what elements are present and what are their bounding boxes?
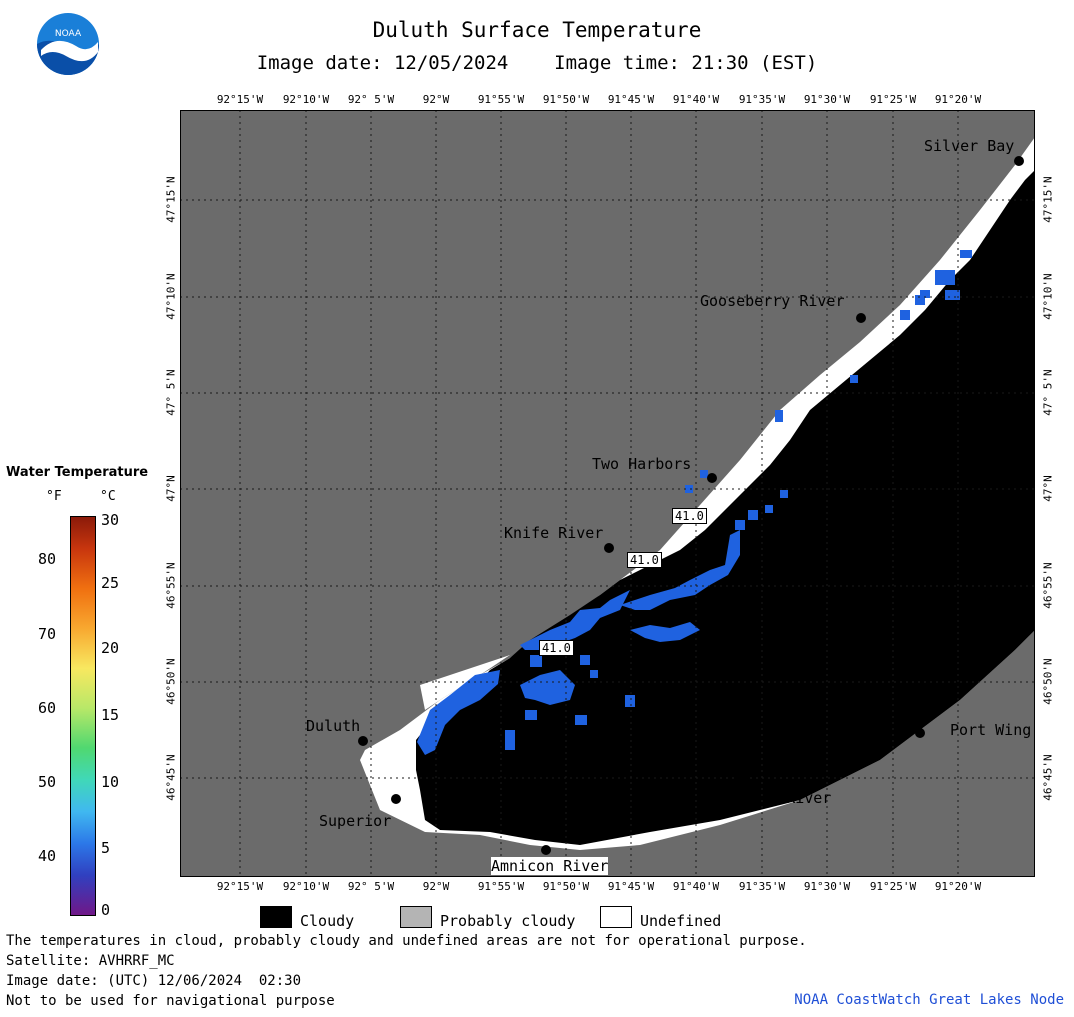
image-time: Image time: 21:30 (EST) [554,52,818,74]
legend-unit-celsius: °C [100,489,116,504]
legend-title: Water Temperature [6,465,149,480]
logo-text: NOAA [55,29,82,39]
image-date: Image date: 12/05/2024 [256,52,509,74]
key-undefined-swatch [600,906,632,928]
longitude-label: 92°10'W [282,880,330,893]
temperature-label: 41.0 [627,552,662,568]
map-border [180,110,1035,877]
page-title: Duluth Surface Temperature [372,18,702,42]
longitude-label: 91°55'W [477,93,525,106]
longitude-label: 91°55'W [477,880,525,893]
key-probably-cloudy-swatch [400,906,432,928]
place-two-harbors: Two Harbors [592,455,692,473]
water-41f-pixels [417,250,972,755]
place-superior: Superior [319,812,392,830]
footer-navigation: Not to be used for navigational purpose [6,993,335,1009]
key-undefined-label: Undefined [640,912,722,930]
longitude-label: 92°W [422,880,450,893]
latitude-label: 47° 5'N [164,369,178,416]
longitude-label: 91°35'W [738,93,786,106]
longitude-label: 91°45'W [607,93,655,106]
temperature-label: 41.0 [672,508,707,524]
longitude-label: 91°20'W [934,880,982,893]
legend-tick-celsius: 10 [101,773,120,791]
latitude-label: 46°50'N [1041,658,1055,705]
longitude-label: 92°W [422,93,450,106]
longitude-label: 91°30'W [803,880,851,893]
surface-temperature-map [180,110,1035,877]
legend-colorbar [70,516,96,916]
longitude-label: 91°50'W [542,880,590,893]
temperature-label: 41.0 [539,640,574,656]
legend-tick-celsius: 5 [101,839,111,857]
legend-tick-celsius: 30 [101,511,120,529]
legend-tick-fahrenheit: 40 [38,847,57,865]
place-brule-river: Brule River [732,789,832,807]
longitude-label: 91°45'W [607,880,655,893]
latitude-label: 46°45'N [164,754,178,801]
footer-satellite: Satellite: AVHRRF_MC [6,953,175,969]
latitude-label: 46°55'N [1041,562,1055,609]
longitude-label: 91°50'W [542,93,590,106]
place-amnicon-river: Amnicon River [491,857,609,875]
longitude-label: 91°30'W [803,93,851,106]
latitude-label: 47°10'N [1041,273,1055,320]
legend-tick-fahrenheit: 70 [38,625,57,643]
footer-credit: NOAA CoastWatch Great Lakes Node [794,992,1064,1008]
image-datetime: Image date: 12/05/2024 Image time: 21:30… [0,52,1074,74]
legend-tick-celsius: 15 [101,706,120,724]
longitude-label: 92°15'W [216,93,264,106]
legend-tick-celsius: 25 [101,574,120,592]
longitude-label: 91°40'W [672,880,720,893]
longitude-label: 92°15'W [216,880,264,893]
latitude-label: 46°50'N [164,658,178,705]
longitude-label: 91°25'W [869,880,917,893]
place-silver-bay: Silver Bay [924,137,1015,155]
noaa-logo: NOAA [37,13,99,75]
latitude-label: 47°N [1041,475,1055,502]
longitude-label: 92° 5'W [347,93,395,106]
longitude-label: 92°10'W [282,93,330,106]
longitude-label: 92° 5'W [347,880,395,893]
longitude-label: 91°25'W [869,93,917,106]
legend-tick-fahrenheit: 50 [38,773,57,791]
place-knife-river: Knife River [504,524,604,542]
footer-disclaimer: The temperatures in cloud, probably clou… [6,933,807,949]
latitude-label: 47°15'N [164,176,178,223]
legend-tick-celsius: 20 [101,639,120,657]
key-probably-cloudy-label: Probably cloudy [440,912,576,930]
latitude-label: 46°45'N [1041,754,1055,801]
legend-tick-celsius: 0 [101,901,111,919]
latitude-label: 47°10'N [164,273,178,320]
place-port-wing: Port Wing [950,721,1032,739]
latitude-label: 47°15'N [1041,176,1055,223]
legend-tick-fahrenheit: 80 [38,550,57,568]
place-gooseberry-river: Gooseberry River [700,292,845,310]
place-duluth: Duluth [306,717,361,735]
longitude-label: 91°35'W [738,880,786,893]
latitude-label: 47°N [164,475,178,502]
longitude-label: 91°40'W [672,93,720,106]
latitude-label: 47° 5'N [1041,369,1055,416]
key-cloudy-swatch [260,906,292,928]
latitude-label: 46°55'N [164,562,178,609]
longitude-label: 91°20'W [934,93,982,106]
cloud-area [416,170,1035,845]
footer-utc-date: Image date: (UTC) 12/06/2024 02:30 [6,973,302,989]
key-cloudy-label: Cloudy [300,912,355,930]
legend-tick-fahrenheit: 60 [38,699,57,717]
legend-unit-fahrenheit: °F [46,489,62,504]
